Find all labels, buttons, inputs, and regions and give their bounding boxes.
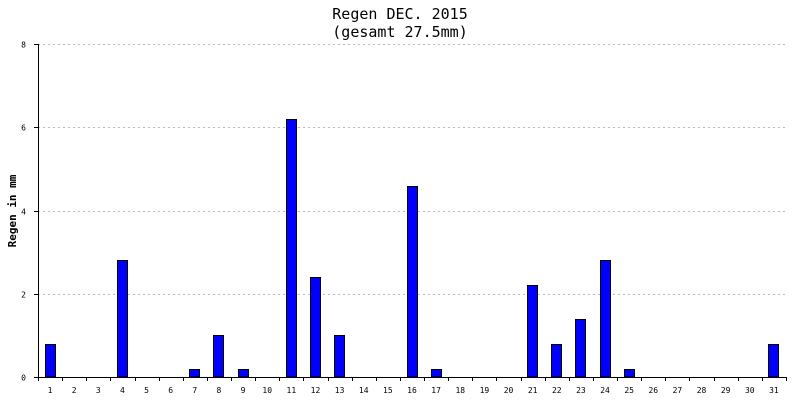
x-tick-label: 15: [383, 386, 393, 395]
x-tick-label: 9: [241, 386, 246, 395]
bar-day-4: [117, 260, 128, 378]
x-tick-label: 4: [120, 386, 125, 395]
chart-title: Regen DEC. 2015: [332, 5, 467, 23]
bar-day-25: [624, 369, 635, 378]
y-tick-label: 8: [21, 41, 26, 50]
x-tick-label: 6: [168, 386, 173, 395]
bar-day-16: [407, 186, 418, 378]
bar-day-22: [551, 344, 562, 378]
bar-day-23: [575, 319, 586, 378]
bar-day-13: [334, 335, 345, 378]
x-tick-label: 2: [72, 386, 77, 395]
x-tick-label: 17: [431, 386, 441, 395]
x-tick-label: 22: [552, 386, 562, 395]
x-tick-label: 27: [673, 386, 683, 395]
x-tick-label: 11: [287, 386, 297, 395]
x-tick-label: 8: [217, 386, 222, 395]
x-tick-label: 30: [745, 386, 755, 395]
y-tick-label: 6: [21, 124, 26, 133]
chart-subtitle: (gesamt 27.5mm): [332, 23, 467, 41]
x-tick-label: 5: [144, 386, 149, 395]
x-tick-label: 31: [769, 386, 779, 395]
x-tick-label: 18: [455, 386, 465, 395]
x-tick-label: 10: [262, 386, 272, 395]
x-tick-label: 14: [359, 386, 369, 395]
x-tick-label: 12: [311, 386, 321, 395]
x-tick-label: 3: [96, 386, 101, 395]
x-tick-label: 13: [335, 386, 345, 395]
bar-day-8: [213, 335, 224, 378]
x-tick-label: 19: [480, 386, 490, 395]
x-tick-label: 7: [192, 386, 197, 395]
bar-day-7: [189, 369, 200, 378]
bar-day-24: [600, 260, 611, 378]
x-tick-label: 25: [624, 386, 634, 395]
bar-day-21: [527, 285, 538, 378]
y-tick-label: 0: [21, 374, 26, 383]
x-tick-label: 28: [697, 386, 707, 395]
x-tick-label: 21: [528, 386, 538, 395]
bar-day-31: [768, 344, 779, 378]
bar-day-9: [238, 369, 249, 378]
bar-day-11: [286, 119, 297, 378]
x-tick-label: 16: [407, 386, 417, 395]
bars: [45, 119, 779, 378]
axes: [34, 44, 787, 381]
bar-day-1: [45, 344, 56, 378]
x-tick-label: 29: [721, 386, 731, 395]
y-tick-label: 4: [21, 208, 26, 217]
x-tick-label: 24: [600, 386, 610, 395]
x-tick-label: 1: [48, 386, 53, 395]
bar-day-17: [431, 369, 442, 378]
y-axis-label: Regen in mm: [6, 174, 19, 247]
x-tick-label: 23: [576, 386, 586, 395]
x-tick-label: 20: [504, 386, 514, 395]
y-tick-label: 2: [21, 291, 26, 300]
x-tick-label: 26: [648, 386, 658, 395]
bar-day-12: [310, 277, 321, 378]
